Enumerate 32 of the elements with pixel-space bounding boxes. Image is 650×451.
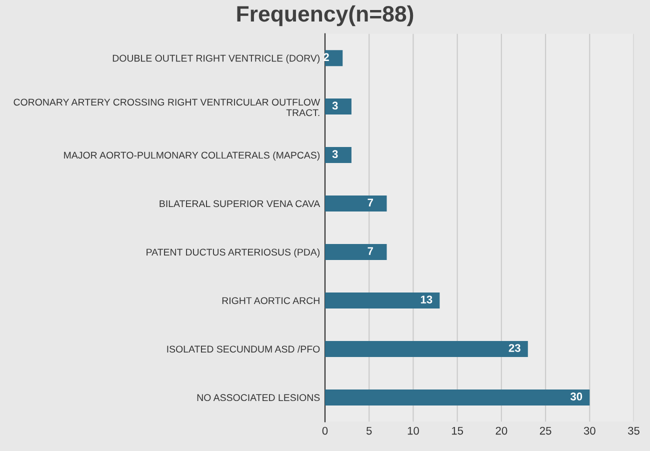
y-tick-label: ISOLATED SECUNDUM ASD /PFO (167, 345, 320, 353)
x-tick-label: 10 (408, 426, 419, 435)
bar (325, 244, 387, 260)
x-tick-label: 15 (452, 426, 464, 435)
data-label: 3 (332, 102, 338, 110)
data-label: 23 (508, 344, 520, 352)
x-tick-label: 25 (540, 426, 552, 435)
x-tick-label: 30 (584, 426, 596, 435)
data-label: 30 (570, 392, 582, 400)
x-tick-label: 35 (628, 426, 640, 435)
data-label: 3 (332, 150, 338, 158)
y-tick-label: RIGHT AORTIC ARCH (222, 297, 320, 304)
data-label: 7 (368, 198, 373, 206)
bar (325, 389, 590, 406)
data-label: 7 (368, 247, 373, 255)
y-tick-label: BILATERAL SUPERIOR VENA CAVA (160, 200, 320, 208)
bar (325, 196, 387, 212)
y-tick-label: NO ASSOCIATED LESIONS (197, 394, 320, 402)
bar (325, 147, 352, 164)
y-tick-label: MAJOR AORTO-PULMONARY COLLATERALS (MAPCAS) (64, 152, 320, 161)
data-label: 13 (420, 296, 432, 304)
y-tick-label: PATENT DUCTUS ARTERIOSUS (PDA) (146, 248, 320, 258)
x-tick-label: 20 (496, 426, 508, 435)
x-tick-label: 0 (322, 426, 328, 435)
x-tick-label: 5 (366, 426, 372, 435)
bar (325, 340, 528, 357)
y-tick-label: CORONARY ARTERY CROSSING RIGHT VENTRICULAR OUTFLOW TRACT. (14, 98, 320, 116)
y-tick-label: DOUBLE OUTLET RIGHT VENTRICLE (DORV) (112, 54, 320, 64)
chart-title: Frequency(n=88) (237, 5, 414, 26)
bar (325, 98, 352, 115)
bar (325, 292, 440, 308)
bar (325, 50, 343, 66)
